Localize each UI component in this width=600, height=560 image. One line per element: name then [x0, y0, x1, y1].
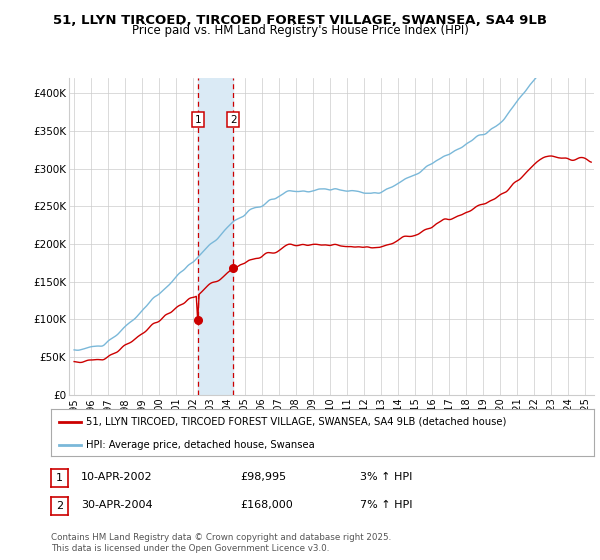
Text: 30-APR-2004: 30-APR-2004 — [81, 500, 152, 510]
Text: Contains HM Land Registry data © Crown copyright and database right 2025.
This d: Contains HM Land Registry data © Crown c… — [51, 534, 391, 553]
Text: 10-APR-2002: 10-APR-2002 — [81, 472, 152, 482]
Text: HPI: Average price, detached house, Swansea: HPI: Average price, detached house, Swan… — [86, 440, 315, 450]
Text: 1: 1 — [195, 115, 202, 125]
Text: 2: 2 — [230, 115, 236, 125]
Text: £168,000: £168,000 — [240, 500, 293, 510]
Text: 51, LLYN TIRCOED, TIRCOED FOREST VILLAGE, SWANSEA, SA4 9LB (detached house): 51, LLYN TIRCOED, TIRCOED FOREST VILLAGE… — [86, 417, 506, 427]
Bar — [198, 78, 233, 395]
Text: 1: 1 — [56, 473, 63, 483]
Text: £98,995: £98,995 — [240, 472, 286, 482]
Text: 2: 2 — [56, 501, 63, 511]
Text: 3% ↑ HPI: 3% ↑ HPI — [360, 472, 412, 482]
Text: Price paid vs. HM Land Registry's House Price Index (HPI): Price paid vs. HM Land Registry's House … — [131, 24, 469, 37]
Text: 51, LLYN TIRCOED, TIRCOED FOREST VILLAGE, SWANSEA, SA4 9LB: 51, LLYN TIRCOED, TIRCOED FOREST VILLAGE… — [53, 14, 547, 27]
Text: 7% ↑ HPI: 7% ↑ HPI — [360, 500, 413, 510]
